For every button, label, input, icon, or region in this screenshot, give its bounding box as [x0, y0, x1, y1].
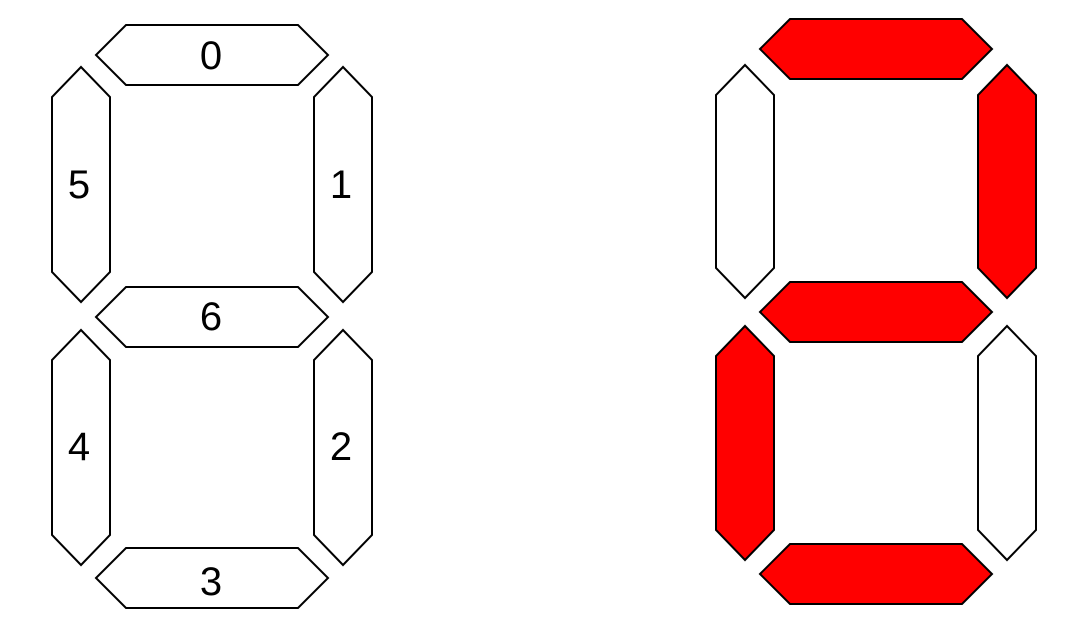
lit-segment-4 [715, 324, 775, 562]
legend-display [51, 24, 373, 609]
lit-segment-6 [758, 281, 994, 343]
segment-label-5: 5 [68, 163, 90, 207]
lit-segment-5 [715, 63, 775, 300]
legend-segment-2 [313, 328, 373, 567]
segment-label-4: 4 [68, 425, 90, 469]
lit-segment-1 [977, 63, 1037, 300]
legend-labels: 0 1 2 3 4 5 6 [68, 34, 352, 604]
lit-segment-0 [758, 18, 994, 80]
lit-display [715, 18, 1037, 605]
segment-label-1: 1 [330, 163, 352, 207]
legend-segment-5 [51, 65, 111, 304]
lit-segment-2 [977, 324, 1037, 562]
segment-label-0: 0 [200, 34, 222, 78]
legend-segment-6 [94, 286, 330, 348]
lit-segment-3 [758, 543, 994, 605]
segment-label-2: 2 [330, 425, 352, 469]
legend-segment-3 [94, 547, 330, 609]
segment-label-3: 3 [200, 560, 222, 604]
legend-segment-1 [313, 65, 373, 304]
legend-segment-0 [94, 24, 330, 86]
segment-label-6: 6 [200, 295, 222, 339]
legend-segment-4 [51, 328, 111, 567]
